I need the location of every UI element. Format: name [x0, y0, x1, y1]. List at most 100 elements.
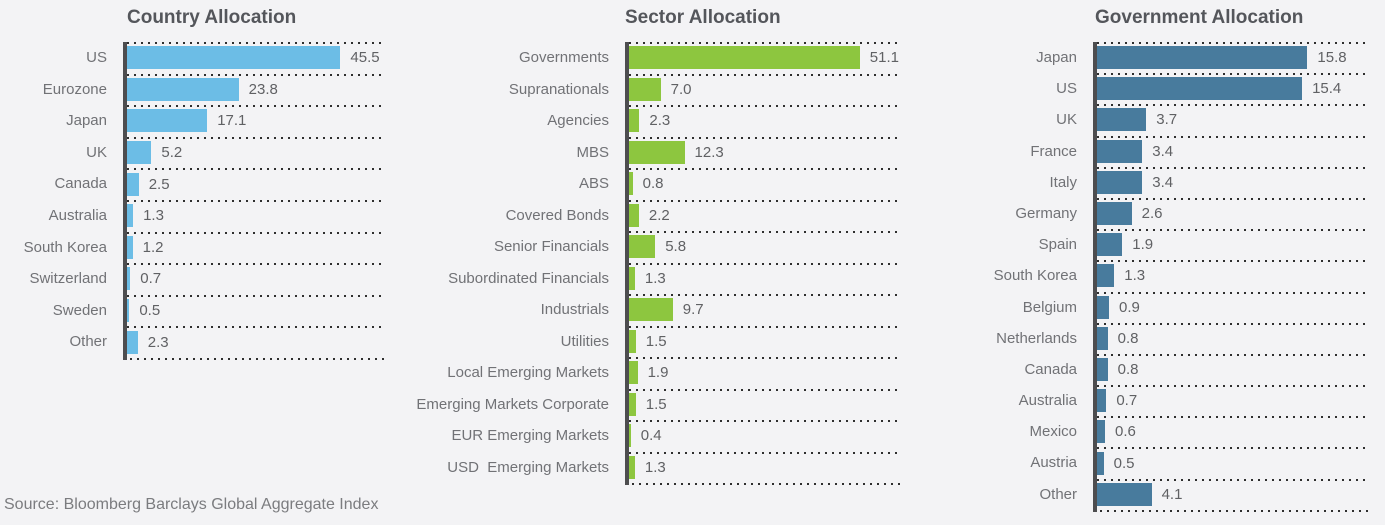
value-bar	[629, 235, 656, 259]
chart-row: Canada 2.5	[0, 168, 385, 200]
chart-plot-area: US 45.5 Eurozone 23.8 Japan 17.1 UK 5.2 …	[0, 42, 385, 360]
value-label: 1.2	[142, 238, 164, 256]
category-label: Italy	[1049, 173, 1077, 191]
row-plot: 17.1	[123, 105, 385, 137]
value-bar	[127, 46, 341, 70]
value-bar	[629, 140, 685, 164]
row-plot: 0.8	[1093, 322, 1370, 354]
chart-row: Industrials 9.7	[375, 294, 900, 326]
value-bar	[1097, 77, 1303, 101]
value-bar	[629, 298, 673, 322]
chart-row: US 15.4	[938, 73, 1370, 104]
chart-row: Supranationals 7.0	[375, 73, 900, 106]
category-label: US	[86, 49, 107, 66]
row-plot: 4.1	[1093, 478, 1370, 510]
chart-row: Eurozone 23.8	[0, 73, 385, 106]
category-label: EUR Emerging Markets	[451, 427, 609, 444]
category-label: UK	[86, 143, 107, 161]
chart-rows: Japan 15.8 US 15.4 UK 3.7 France 3.4 Ita…	[938, 42, 1370, 510]
category-label: South Korea	[23, 238, 107, 256]
value-bar	[1097, 389, 1107, 413]
value-label: 15.8	[1317, 49, 1347, 67]
value-bar	[127, 109, 208, 133]
category-label: Eurozone	[42, 80, 107, 98]
source-note: Source: Bloomberg Barclays Global Aggreg…	[4, 496, 379, 513]
chart-rows: Governments 51.1 Supranationals 7.0 Agen…	[375, 42, 900, 483]
value-label: 0.7	[140, 270, 162, 288]
axis-line	[625, 42, 629, 485]
value-bar	[629, 392, 636, 416]
category-label: Other	[69, 333, 107, 351]
value-bar	[629, 77, 661, 101]
value-label: 1.5	[645, 332, 667, 350]
category-label: Australia	[48, 206, 107, 224]
value-label: 0.5	[139, 302, 161, 320]
value-label: 3.4	[1152, 173, 1174, 191]
value-bar	[1097, 326, 1108, 350]
category-label: Local Emerging Markets	[447, 364, 609, 381]
row-plot: 0.5	[123, 294, 385, 327]
row-plot: 3.4	[1093, 166, 1370, 198]
chart-row: EUR Emerging Markets 0.4	[375, 420, 900, 452]
row-plot: 0.5	[1093, 447, 1370, 478]
value-label: 0.9	[1118, 298, 1140, 316]
value-label: 0.7	[1116, 392, 1138, 410]
row-plot: 0.7	[1093, 385, 1370, 416]
category-label: Senior Financials	[493, 238, 609, 255]
value-label: 5.2	[161, 144, 183, 162]
row-plot: 0.4	[625, 420, 900, 452]
chart-row: Australia 0.7	[938, 385, 1370, 416]
value-bar	[127, 235, 133, 259]
value-label: 2.2	[648, 206, 670, 224]
value-label: 4.1	[1161, 485, 1183, 503]
row-plot: 3.4	[1093, 135, 1370, 167]
row-plot: 23.8	[123, 73, 385, 106]
chart-plot-area: Governments 51.1 Supranationals 7.0 Agen…	[375, 42, 900, 485]
row-plot: 51.1	[625, 42, 900, 74]
row-plot: 1.5	[625, 325, 900, 358]
row-plot: 5.8	[625, 231, 900, 263]
category-label: South Korea	[993, 267, 1077, 285]
value-label: 0.5	[1113, 454, 1135, 472]
row-plot: 2.2	[625, 199, 900, 232]
value-bar	[1097, 451, 1104, 475]
category-label: Mexico	[1029, 423, 1077, 441]
category-label: Utilities	[560, 332, 609, 350]
value-label: 3.4	[1152, 142, 1174, 160]
value-bar	[127, 299, 130, 323]
value-label: 0.4	[640, 427, 662, 445]
chart-plot-area: Japan 15.8 US 15.4 UK 3.7 France 3.4 Ita…	[938, 42, 1370, 512]
value-bar	[127, 77, 239, 101]
value-label: 1.3	[644, 269, 666, 287]
category-label: Canada	[54, 175, 107, 193]
value-label: 1.9	[1132, 236, 1154, 254]
chart-row: Emerging Markets Corporate 1.5	[375, 388, 900, 421]
row-plot: 1.2	[123, 231, 385, 264]
value-bar	[1097, 295, 1109, 319]
row-plot: 15.8	[1093, 42, 1370, 73]
category-label: Japan	[1036, 49, 1077, 66]
chart-row: Senior Financials 5.8	[375, 231, 900, 263]
row-plot: 1.9	[625, 357, 900, 389]
chart-row: Belgium 0.9	[938, 291, 1370, 323]
category-label: Germany	[1015, 204, 1077, 222]
row-plot: 2.6	[1093, 197, 1370, 229]
category-label: Netherlands	[996, 329, 1077, 347]
chart-title: Country Allocation	[127, 7, 297, 28]
chart-row: Switzerland 0.7	[0, 263, 385, 295]
row-plot: 1.3	[625, 451, 900, 484]
value-bar	[127, 267, 131, 291]
value-label: 12.3	[694, 143, 724, 161]
chart-title: Government Allocation	[1095, 7, 1304, 28]
value-bar	[127, 172, 139, 196]
row-plot: 1.5	[625, 388, 900, 421]
value-label: 15.4	[1312, 80, 1342, 98]
chart-row: Utilities 1.5	[375, 325, 900, 358]
chart-row: Germany 2.6	[938, 197, 1370, 229]
chart-row: South Korea 1.2	[0, 231, 385, 264]
value-label: 45.5	[350, 49, 380, 67]
value-bar	[1097, 108, 1147, 132]
chart-row: Japan 15.8	[938, 42, 1370, 73]
row-plot: 0.9	[1093, 291, 1370, 323]
